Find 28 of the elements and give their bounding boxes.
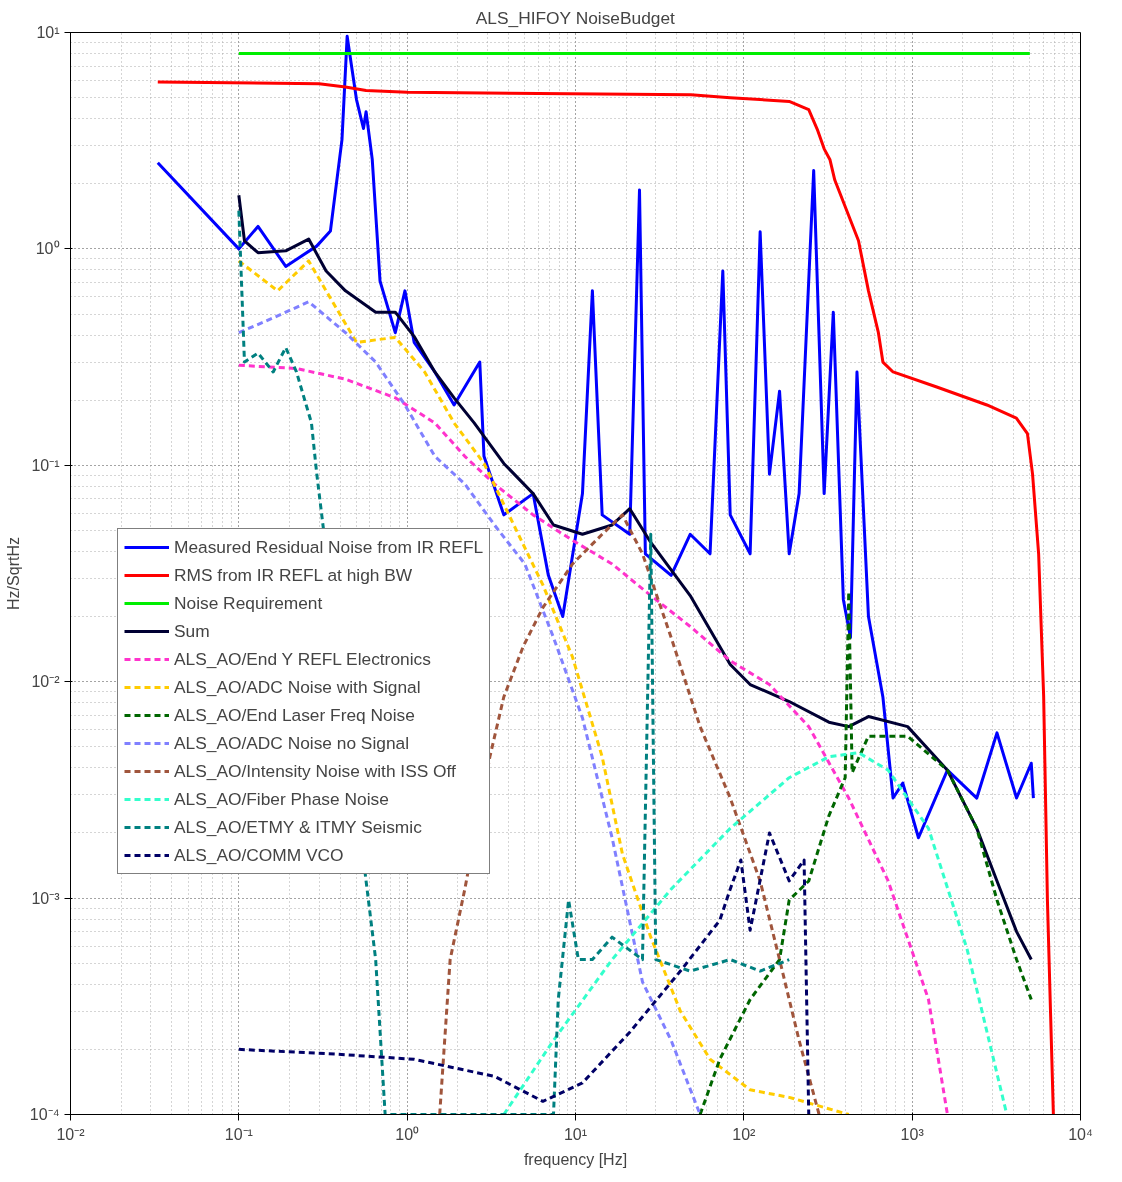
y-tick-label: 10¹ [36,24,60,41]
legend-label: ALS_AO/ETMY & ITMY Seismic [174,815,422,839]
legend-label: ALS_AO/Fiber Phase Noise [174,787,389,811]
x-tick-label: 10⁰ [395,1125,420,1143]
y-tick-label: 10⁻³ [31,889,61,907]
legend-label: RMS from IR REFL at high BW [174,563,413,587]
legend-label: Noise Requirement [174,591,323,615]
legend-label: ALS_AO/End Y REFL Electronics [174,647,431,671]
legend-label: ALS_AO/COMM VCO [174,843,344,867]
legend-label: ALS_AO/Intensity Noise with ISS Off [174,759,456,783]
y-tick-label: 10⁻⁴ [29,1106,60,1123]
chart-title: ALS_HIFOY NoiseBudget [475,7,676,28]
x-tick-label: 10¹ [563,1125,588,1143]
legend-label: Sum [174,619,210,643]
legend-label: ALS_AO/End Laser Freq Noise [174,703,415,727]
y-tick-label: 10⁻² [31,673,61,691]
legend-label: ALS_AO/ADC Noise with Signal [174,675,421,699]
x-tick-label: 10⁻² [56,1125,86,1143]
x-tick-label: 10⁻¹ [224,1125,253,1143]
y-tick-label: 10⁰ [35,240,60,258]
legend-label: ALS_AO/ADC Noise no Signal [174,731,410,755]
x-tick-label: 10² [732,1125,757,1143]
x-tick-label: 10³ [900,1125,925,1143]
x-axis-title: frequency [Hz] [523,1150,628,1168]
y-tick-label: 10⁻¹ [31,456,60,474]
legend-label: Measured Residual Noise from IR REFL [174,535,484,559]
x-tick-label: 10⁴ [1068,1125,1093,1143]
y-axis-title: Hz/SqrtHz [4,537,22,610]
